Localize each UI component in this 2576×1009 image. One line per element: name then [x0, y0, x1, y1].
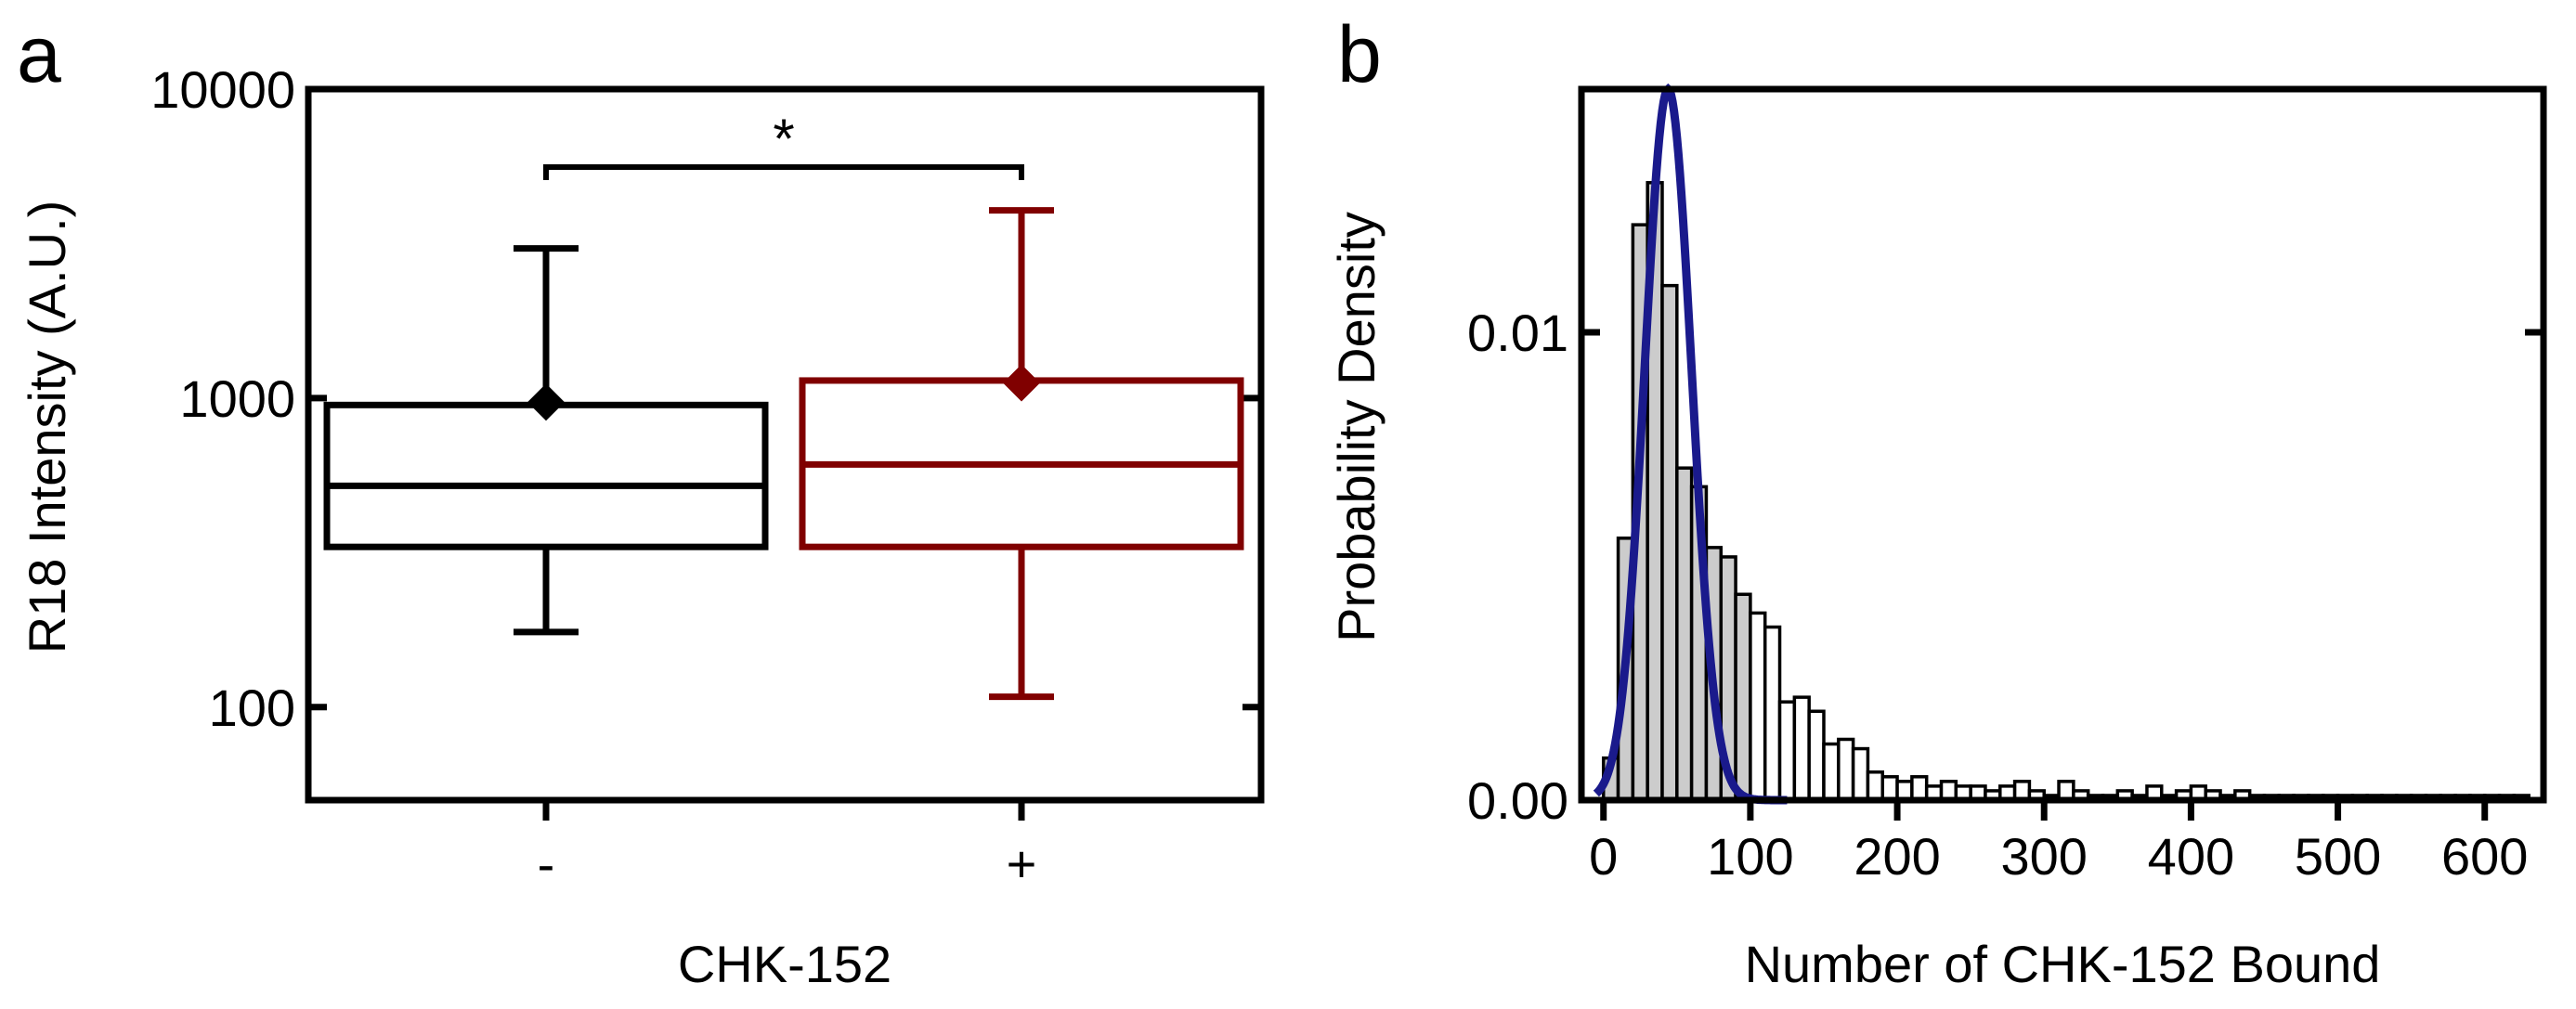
panel-b-x-tick-label: 0	[1589, 827, 1618, 886]
panel-b-y-tick-label: 0.00	[1467, 771, 1568, 830]
histogram-bar	[1749, 611, 1767, 802]
histogram-bar	[1880, 775, 1899, 802]
panel-b-y-ticks: 0.00 0.01	[1467, 304, 2543, 830]
panel-a-x-axis-title: CHK-152	[678, 935, 891, 993]
histogram-bar	[1822, 742, 1841, 802]
box-iqr	[323, 401, 769, 550]
histogram-bar	[1660, 283, 1679, 802]
panel-a-y-tick-label: 1000	[179, 369, 295, 428]
histogram-bar	[1807, 709, 1826, 802]
panel-a-y-tick-label: 100	[209, 679, 295, 737]
panel-a-y-axis-title: R18 Intensity (A.U.)	[18, 201, 76, 654]
panel-b-x-tick-label: 600	[2441, 827, 2528, 886]
panel-a-y-ticks: 100 1000 10000	[150, 60, 1261, 737]
panel-a-boxes	[323, 207, 1244, 701]
panel-b-x-axis-title: Number of CHK-152 Bound	[1745, 935, 2381, 993]
histogram-bar	[1910, 775, 1929, 802]
panel-b-x-tick-label: 500	[2295, 827, 2381, 886]
histogram-bar	[1851, 746, 1870, 802]
mean-marker	[1003, 364, 1040, 402]
panel-a-x-ticks: - +	[538, 800, 1037, 893]
histogram-bar	[1675, 466, 1694, 802]
panel-b-y-axis-title: Probability Density	[1327, 212, 1386, 642]
panel-b: b 0.00 0.01 0 100 200 300 400 500 600 Number of…	[1327, 10, 2547, 993]
histogram-bars	[1601, 181, 2530, 802]
panel-b-x-ticks: 0 100 200 300 400 500 600	[1589, 800, 2528, 886]
histogram-bar	[1866, 770, 1884, 802]
significance-annotation: *	[543, 108, 1024, 180]
panel-b-label: b	[1337, 10, 1382, 99]
panel-a-plot-frame	[305, 85, 1265, 804]
panel-b-x-tick-label: 200	[1854, 827, 1940, 886]
histogram-bar	[1792, 695, 1811, 802]
panel-b-x-tick-label: 100	[1707, 827, 1793, 886]
histogram-bar	[1763, 625, 1782, 802]
panel-a-x-tick-label: -	[538, 834, 555, 893]
panel-a-label: a	[17, 10, 61, 99]
histogram-bar	[1777, 700, 1797, 802]
panel-a-y-tick-label: 10000	[150, 60, 295, 119]
histogram-bar	[1734, 592, 1752, 802]
panel-b-x-tick-label: 400	[2148, 827, 2234, 886]
significance-star: *	[773, 108, 794, 170]
panel-b-plot-frame	[1578, 85, 2547, 804]
significance-bracket	[543, 164, 1024, 180]
histogram-bar	[1837, 737, 1855, 802]
panel-b-x-tick-label: 300	[2001, 827, 2088, 886]
panel-b-y-tick-label: 0.01	[1467, 304, 1568, 362]
mean-marker	[527, 383, 565, 421]
panel-a-x-tick-label: +	[1007, 834, 1037, 893]
